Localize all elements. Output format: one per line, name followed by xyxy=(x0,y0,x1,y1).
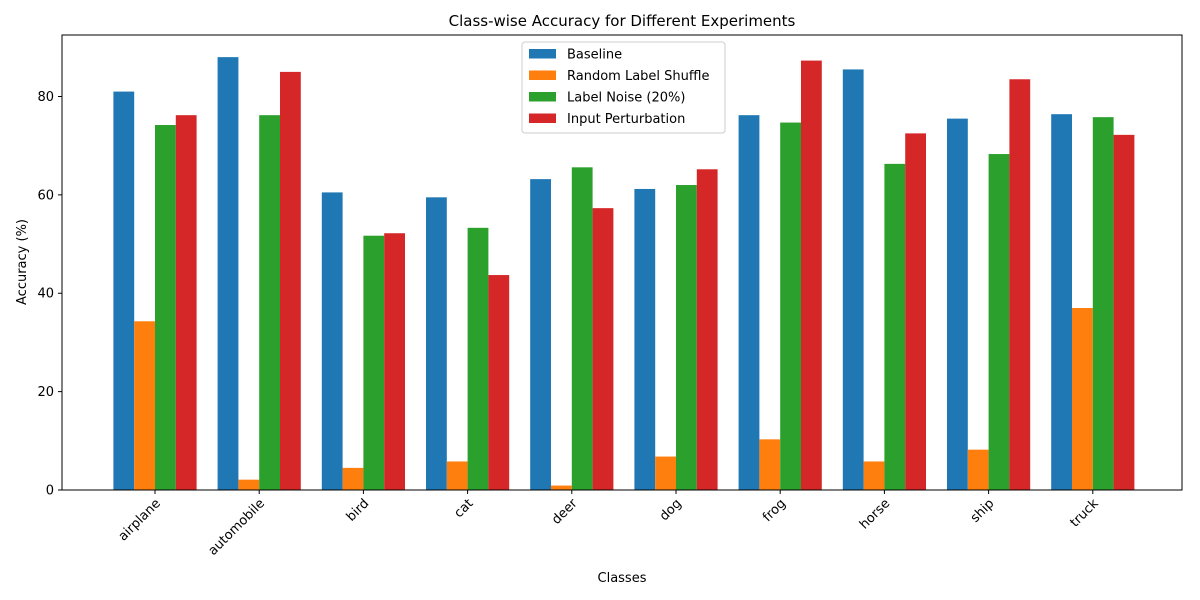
y-tick-label: 40 xyxy=(37,287,54,302)
bar-bird-series-2 xyxy=(363,235,385,490)
x-tick-label-bird: bird xyxy=(344,496,372,524)
legend-label: Input Perturbation xyxy=(567,112,685,127)
bar-dog-series-0 xyxy=(634,188,656,490)
bar-automobile-series-1 xyxy=(238,479,260,490)
y-axis: 0 20 40 60 80 xyxy=(37,90,62,499)
x-tick-label-deer: deer xyxy=(549,496,581,528)
legend-label: Random Label Shuffle xyxy=(567,69,709,84)
bar-dog-series-2 xyxy=(676,185,697,490)
legend-swatch xyxy=(529,92,556,102)
y-axis-label: Accuracy (%) xyxy=(15,219,30,305)
bar-deer-series-2 xyxy=(571,167,593,491)
bar-airplane-series-3 xyxy=(175,115,197,490)
legend-swatch xyxy=(529,113,556,123)
bar-automobile-series-2 xyxy=(259,115,280,490)
y-tick-label: 60 xyxy=(37,188,54,203)
bar-dog-series-3 xyxy=(696,169,718,490)
bar-airplane-series-0 xyxy=(113,91,135,490)
bar-deer-series-1 xyxy=(551,485,572,490)
bar-ship-series-1 xyxy=(967,449,989,490)
chart-title: Class-wise Accuracy for Different Experi… xyxy=(449,12,796,30)
bar-horse-series-3 xyxy=(905,133,926,491)
axes-frame xyxy=(61,34,1183,491)
x-tick-label-airplane: airplane xyxy=(116,496,164,544)
bar-truck-series-1 xyxy=(1072,308,1093,490)
x-tick-label-horse: horse xyxy=(857,496,893,532)
legend-swatch xyxy=(529,49,556,59)
bar-frog-series-3 xyxy=(801,60,822,491)
bar-horse-series-0 xyxy=(842,69,864,490)
bar-frog-series-0 xyxy=(738,115,760,490)
bar-horse-series-1 xyxy=(863,461,885,490)
bar-ship-series-3 xyxy=(1009,79,1031,491)
x-axis: airplane automobile bird cat deer dog frog hors… xyxy=(116,490,1102,559)
bar-frog-series-1 xyxy=(759,439,781,490)
bar-truck-series-3 xyxy=(1113,134,1135,490)
bar-cat-series-0 xyxy=(426,197,447,490)
x-axis-label: Classes xyxy=(598,571,647,586)
x-tick-label-frog: frog xyxy=(760,496,789,525)
legend-label: Label Noise (20%) xyxy=(567,91,685,106)
legend-swatch xyxy=(529,70,556,80)
bar-truck-series-2 xyxy=(1092,117,1114,491)
bar-dog-series-1 xyxy=(655,456,676,490)
legend-label: Baseline xyxy=(567,48,622,63)
bar-ship-series-2 xyxy=(988,154,1010,490)
bar-frog-series-2 xyxy=(780,122,801,490)
bar-ship-series-0 xyxy=(947,118,968,491)
x-tick-label-truck: truck xyxy=(1067,496,1102,531)
y-tick-label: 20 xyxy=(37,385,54,400)
bar-deer-series-3 xyxy=(592,208,614,491)
x-tick-label-ship: ship xyxy=(968,496,998,526)
bar-automobile-series-0 xyxy=(217,57,239,491)
bar-cat-series-3 xyxy=(488,275,510,490)
legend-box xyxy=(521,41,726,134)
bar-truck-series-0 xyxy=(1051,114,1072,491)
bar-bird-series-1 xyxy=(342,467,364,490)
bar-cat-series-2 xyxy=(467,227,489,490)
x-tick-label-cat: cat xyxy=(452,496,477,521)
plot-area xyxy=(113,57,1135,491)
bar-automobile-series-3 xyxy=(280,71,301,490)
legend: Baseline Random Label Shuffle Label Noise … xyxy=(521,41,726,134)
x-tick-label-dog: dog xyxy=(657,496,685,524)
x-tick-label-automobile: automobile xyxy=(206,496,268,558)
bar-horse-series-2 xyxy=(884,163,906,490)
bar-bird-series-3 xyxy=(384,233,405,491)
bar-bird-series-0 xyxy=(321,192,343,491)
bar-airplane-series-1 xyxy=(134,321,155,490)
y-tick-label: 80 xyxy=(37,90,54,105)
bar-cat-series-1 xyxy=(446,461,468,490)
bar-airplane-series-2 xyxy=(155,125,176,491)
y-tick-label: 0 xyxy=(46,484,54,499)
bar-deer-series-0 xyxy=(530,179,551,490)
